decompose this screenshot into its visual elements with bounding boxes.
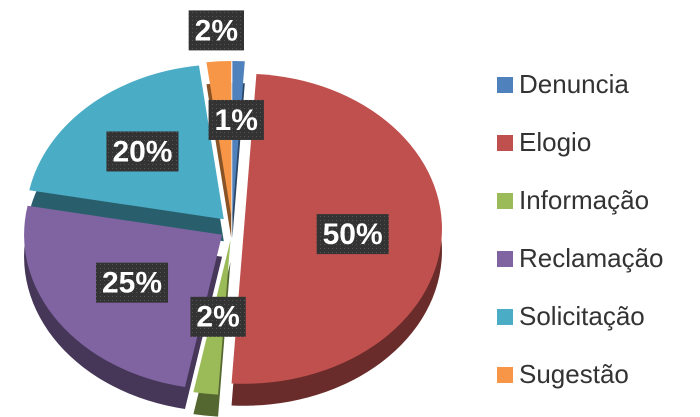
label-bg — [95, 262, 169, 303]
legend-swatch — [497, 193, 513, 209]
data-label-box: 20% — [106, 131, 179, 172]
label-bg — [316, 214, 389, 255]
data-label-box: 2% — [188, 10, 245, 51]
legend-label: Denuncia — [519, 69, 629, 99]
legend-label: Informação — [519, 185, 649, 215]
label-bg — [208, 99, 264, 140]
label-bg — [106, 131, 179, 172]
legend-swatch — [497, 77, 513, 93]
legend-label: Elogio — [519, 127, 591, 157]
label-bg — [190, 296, 246, 337]
legend-swatch — [497, 135, 513, 151]
legend-swatch — [497, 251, 513, 267]
data-label: 1% — [215, 104, 258, 137]
legend-label: Sugestão — [519, 359, 629, 389]
data-label-box: 50% — [316, 214, 389, 255]
data-label: 2% — [195, 14, 238, 47]
legend-label: Reclamação — [519, 243, 664, 273]
data-label: 25% — [102, 267, 162, 300]
labels: 1% 50% 2% 25% 20% 2% — [95, 10, 389, 337]
data-label: 50% — [323, 218, 383, 251]
data-label: 2% — [196, 301, 239, 334]
legend: Denuncia Elogio Informação Reclamação Solici… — [497, 69, 664, 389]
legend-swatch — [497, 309, 513, 325]
legend-label: Solicitação — [519, 301, 645, 331]
legend-swatch — [497, 367, 513, 383]
data-label-box: 2% — [190, 296, 246, 337]
data-label-box: 1% — [208, 99, 264, 140]
label-bg — [188, 10, 245, 51]
data-label-box: 25% — [95, 262, 169, 303]
data-label: 20% — [112, 135, 172, 168]
